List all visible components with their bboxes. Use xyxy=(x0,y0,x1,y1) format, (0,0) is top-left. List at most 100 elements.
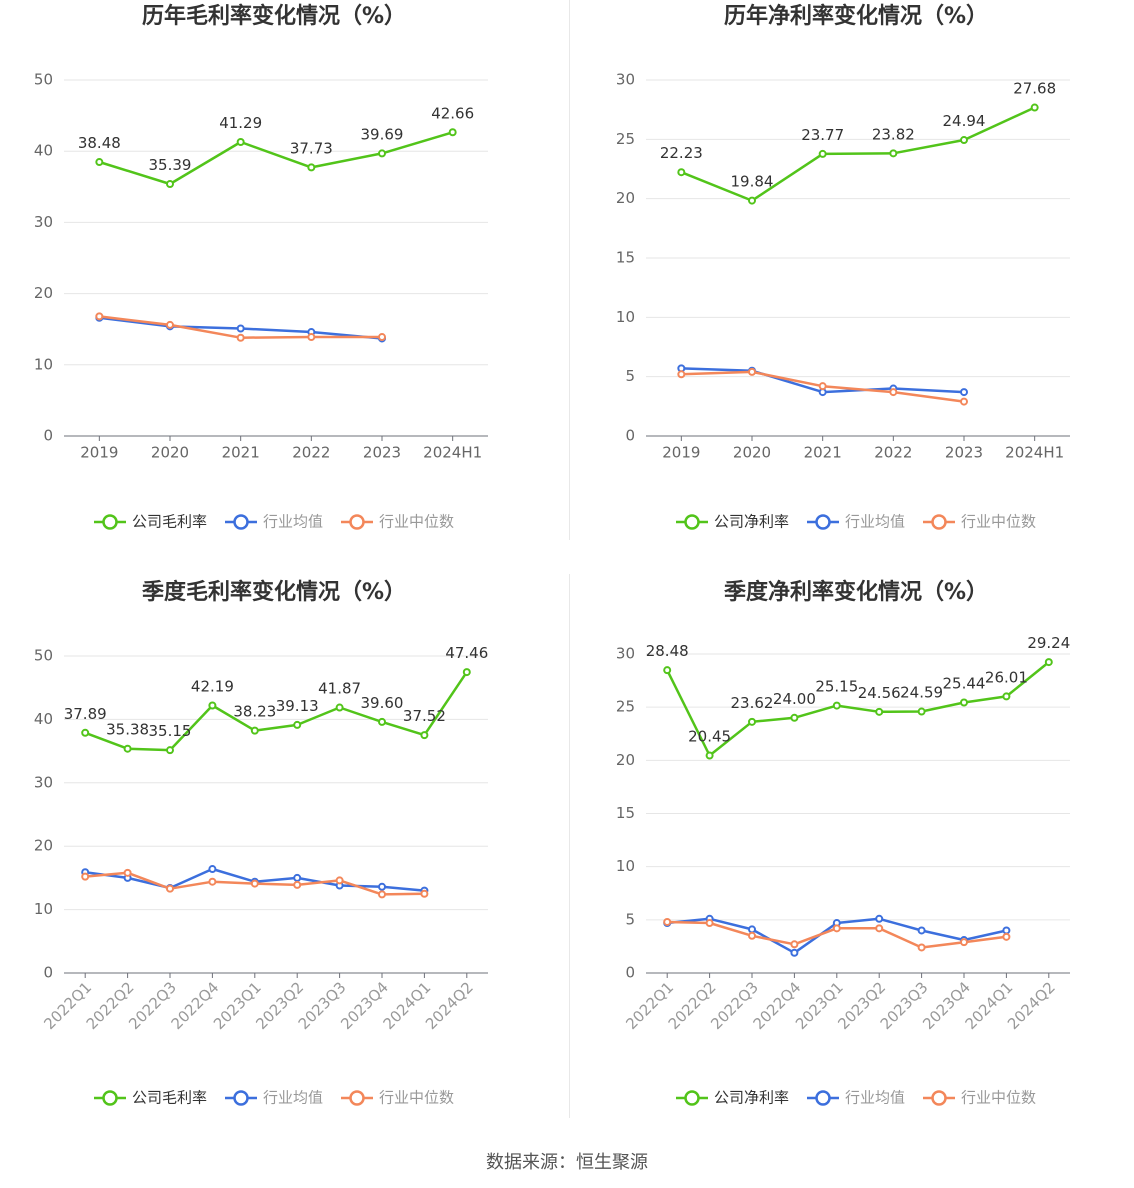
y-tick-label: 10 xyxy=(34,355,53,373)
data-point-avg xyxy=(378,882,386,891)
chart-panel-1: 历年毛利率变化情况（%） 0 10 20 30 40 50 2019 2020 2021 2022 2… xyxy=(34,3,488,531)
circle-line-icon xyxy=(233,1090,249,1106)
x-tick-label: 2024Q2 xyxy=(422,978,477,1033)
data-point-avg xyxy=(293,873,302,882)
data-point-company xyxy=(420,731,429,740)
y-tick-label: 40 xyxy=(34,710,53,728)
data-label: 29.24 xyxy=(1027,634,1070,652)
data-label: 28.48 xyxy=(646,642,689,660)
panel-divider-top xyxy=(569,0,570,540)
legend-item-company: 公司毛利率 xyxy=(94,1089,207,1107)
data-label: 38.48 xyxy=(78,134,121,152)
data-point-company xyxy=(748,196,756,205)
data-point-company xyxy=(81,728,90,737)
series-line-company xyxy=(680,106,1036,202)
y-tick-label: 15 xyxy=(616,804,635,822)
data-point-company xyxy=(236,138,245,147)
y-tick-label: 10 xyxy=(34,900,53,918)
y-tick-label: 0 xyxy=(625,964,635,982)
legend-item-avg: 行业均值 xyxy=(807,1089,905,1107)
x-tick-label: 2019 xyxy=(662,444,700,462)
data-point-median xyxy=(748,931,756,940)
data-label: 20.45 xyxy=(688,728,731,746)
legend-label: 行业中位数 xyxy=(961,513,1036,531)
circle-line-icon xyxy=(233,514,249,530)
chart-panel-2: 历年净利率变化情况（%） 0 5 10 15 20 25 30 2019 2020 2021 2022… xyxy=(616,3,1070,531)
chart-title: 历年毛利率变化情况（%） xyxy=(142,3,406,29)
y-tick-label: 30 xyxy=(34,773,53,791)
data-label: 24.00 xyxy=(773,690,816,708)
data-label: 22.23 xyxy=(660,144,703,162)
data-point-median xyxy=(166,884,174,893)
legend-item-median: 行业中位数 xyxy=(923,513,1036,531)
data-point-median xyxy=(95,312,104,321)
legend-label: 公司净利率 xyxy=(714,513,789,531)
data-point-company xyxy=(250,726,259,735)
data-point-company xyxy=(1002,692,1011,701)
data-point-company xyxy=(1030,103,1039,112)
y-tick-label: 25 xyxy=(616,698,635,716)
data-point-company xyxy=(1044,658,1053,667)
data-point-company xyxy=(917,707,926,716)
data-point-avg xyxy=(1002,926,1011,935)
data-label: 27.68 xyxy=(1013,80,1056,98)
y-tick-label: 30 xyxy=(616,645,635,663)
x-tick-label: 2023 xyxy=(363,444,401,462)
data-point-median xyxy=(818,382,827,391)
data-point-company xyxy=(123,744,132,753)
data-point-company xyxy=(293,720,302,729)
data-label: 37.73 xyxy=(290,139,333,157)
x-tick-label: 2020 xyxy=(151,444,189,462)
chart-panel-4: 季度净利率变化情况（%）0510152025302022Q12022Q22022… xyxy=(616,579,1070,1107)
legend-item-company: 公司毛利率 xyxy=(94,513,207,531)
data-label: 35.38 xyxy=(106,721,149,739)
data-point-median xyxy=(705,919,714,928)
legend-label: 行业均值 xyxy=(845,513,905,531)
data-label: 19.84 xyxy=(731,173,774,191)
data-label: 39.60 xyxy=(361,694,404,712)
data-point-company xyxy=(95,158,104,167)
chart-title: 季度毛利率变化情况（%） xyxy=(142,579,406,605)
y-tick-label: 30 xyxy=(34,213,53,231)
circle-line-icon xyxy=(349,1090,365,1106)
y-tick-label: 30 xyxy=(616,71,635,89)
data-point-avg xyxy=(748,925,756,934)
y-tick-label: 15 xyxy=(616,249,635,267)
circle-line-icon xyxy=(684,1090,700,1106)
data-label: 26.01 xyxy=(985,668,1028,686)
data-point-company xyxy=(748,717,756,726)
y-tick-label: 20 xyxy=(34,284,53,302)
data-point-avg xyxy=(790,948,799,957)
y-tick-label: 10 xyxy=(616,308,635,326)
y-tick-label: 40 xyxy=(34,142,53,160)
series-line-company xyxy=(84,671,468,752)
data-point-company xyxy=(960,136,968,145)
y-tick-label: 5 xyxy=(625,367,635,385)
legend-item-median: 行业中位数 xyxy=(341,513,454,531)
legend-label: 公司毛利率 xyxy=(132,1089,207,1107)
data-point-median xyxy=(166,320,174,329)
x-tick-label: 2021 xyxy=(222,444,260,462)
source-note: 数据来源：恒生聚源 xyxy=(486,1152,648,1173)
data-label: 38.23 xyxy=(233,703,276,721)
data-label: 25.44 xyxy=(943,674,986,692)
y-tick-label: 0 xyxy=(43,427,53,445)
circle-line-icon xyxy=(102,1090,118,1106)
legend-label: 公司净利率 xyxy=(714,1089,789,1107)
data-point-company xyxy=(677,168,686,177)
x-tick-label: 2023 xyxy=(945,444,983,462)
series-line-company xyxy=(98,131,454,186)
x-tick-label: 2019 xyxy=(80,444,118,462)
data-point-median xyxy=(378,333,386,342)
x-tick-label: 2024Q2 xyxy=(1004,978,1059,1033)
data-label: 25.15 xyxy=(815,678,858,696)
data-point-company xyxy=(960,698,968,707)
data-point-median xyxy=(236,333,245,342)
x-tick-label: 2022 xyxy=(874,444,912,462)
data-point-median xyxy=(293,880,302,889)
y-tick-label: 5 xyxy=(625,910,635,928)
data-label: 23.82 xyxy=(872,125,915,143)
data-point-median xyxy=(748,367,756,376)
x-tick-label: 2022 xyxy=(292,444,330,462)
